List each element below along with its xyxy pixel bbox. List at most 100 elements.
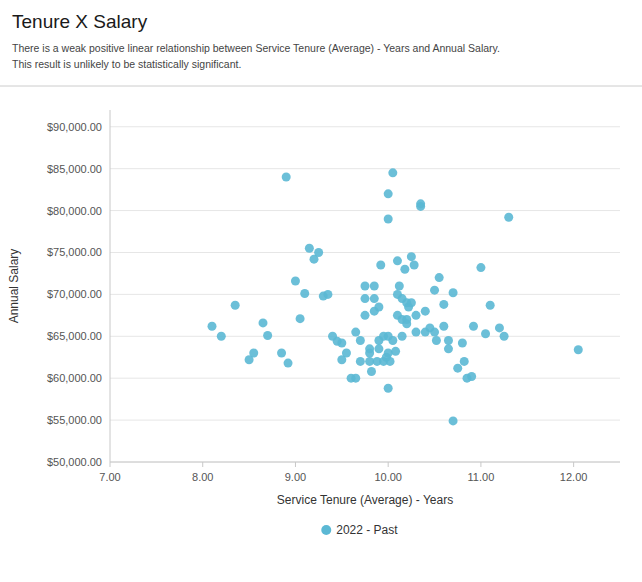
point: [407, 252, 416, 261]
grid-line: [110, 462, 620, 463]
grid-line: [110, 168, 620, 169]
point: [458, 338, 467, 347]
point: [444, 344, 453, 353]
point: [282, 173, 291, 182]
grid-line: [110, 210, 620, 211]
legend-swatch: [321, 525, 331, 535]
y-tick-label: $90,000.00: [47, 121, 102, 133]
point: [430, 328, 439, 337]
point: [412, 311, 421, 320]
point: [208, 322, 217, 331]
x-tick: [573, 462, 574, 467]
point: [300, 289, 309, 298]
point: [367, 367, 376, 376]
point: [460, 357, 469, 366]
point: [410, 261, 419, 270]
x-tick: [110, 462, 111, 467]
point: [365, 344, 374, 353]
point: [305, 244, 314, 253]
point: [430, 286, 439, 295]
x-tick-label: 9.00: [285, 471, 306, 483]
point: [384, 384, 393, 393]
point: [384, 214, 393, 223]
point: [439, 300, 448, 309]
point: [395, 282, 404, 291]
legend: 2022 - Past: [321, 523, 398, 537]
y-tick-label: $60,000.00: [47, 372, 102, 384]
point: [384, 189, 393, 198]
x-tick-label: 7.00: [99, 471, 120, 483]
point: [500, 332, 509, 341]
point: [291, 276, 300, 285]
point: [421, 307, 430, 316]
point: [351, 328, 360, 337]
y-tick-label: $75,000.00: [47, 246, 102, 258]
x-axis-label: Service Tenure (Average) - Years: [277, 493, 453, 507]
x-axis-line: [110, 462, 620, 463]
point: [323, 290, 332, 299]
x-tick-label: 11.00: [468, 471, 495, 483]
point: [407, 298, 416, 307]
y-axis-line: [110, 110, 111, 462]
point: [453, 364, 462, 373]
chart: Tenure X Salary There is a weak positive …: [0, 0, 642, 582]
point: [376, 261, 385, 270]
point: [277, 349, 286, 358]
point: [439, 322, 448, 331]
title: Tenure X Salary: [12, 11, 148, 32]
point: [400, 265, 409, 274]
point: [351, 374, 360, 383]
point: [361, 311, 370, 320]
point: [361, 294, 370, 303]
x-tick: [480, 462, 481, 467]
point: [388, 168, 397, 177]
point: [356, 357, 365, 366]
point: [481, 329, 490, 338]
point: [263, 331, 272, 340]
point: [391, 347, 400, 356]
point: [361, 282, 370, 291]
point: [504, 213, 513, 222]
grid-line: [110, 378, 620, 379]
y-tick-label: $85,000.00: [47, 163, 102, 175]
grid-line: [110, 126, 620, 127]
point: [259, 318, 268, 327]
point: [217, 332, 226, 341]
x-tick-label: 12.00: [560, 471, 588, 483]
point: [374, 302, 383, 311]
point: [337, 338, 346, 347]
grid-line: [110, 336, 620, 337]
point: [284, 359, 293, 368]
x-tick: [388, 462, 389, 467]
point: [412, 328, 421, 337]
point: [416, 199, 425, 208]
point: [393, 256, 402, 265]
point: [386, 357, 395, 366]
subtitle: There is a weak positive linear relation…: [12, 42, 500, 54]
subtitle: This result is unlikely to be statistica…: [12, 58, 241, 70]
x-tick-label: 8.00: [192, 471, 213, 483]
point: [342, 349, 351, 358]
point: [435, 273, 444, 282]
points: [208, 168, 583, 425]
point: [469, 322, 478, 331]
point: [486, 301, 495, 310]
point: [467, 372, 476, 381]
grid-line: [110, 420, 620, 421]
separator: [0, 86, 642, 87]
point: [432, 336, 441, 345]
point: [444, 336, 453, 345]
point: [476, 263, 485, 272]
point: [231, 301, 240, 310]
point: [374, 344, 383, 353]
point: [398, 332, 407, 341]
point: [388, 336, 397, 345]
legend-label: 2022 - Past: [336, 523, 398, 537]
y-tick-label: $55,000.00: [47, 414, 102, 426]
point: [249, 349, 258, 358]
y-tick-label: $50,000.00: [47, 456, 102, 468]
point: [449, 416, 458, 425]
point: [314, 248, 323, 257]
grid-line: [110, 252, 620, 253]
x-tick: [202, 462, 203, 467]
